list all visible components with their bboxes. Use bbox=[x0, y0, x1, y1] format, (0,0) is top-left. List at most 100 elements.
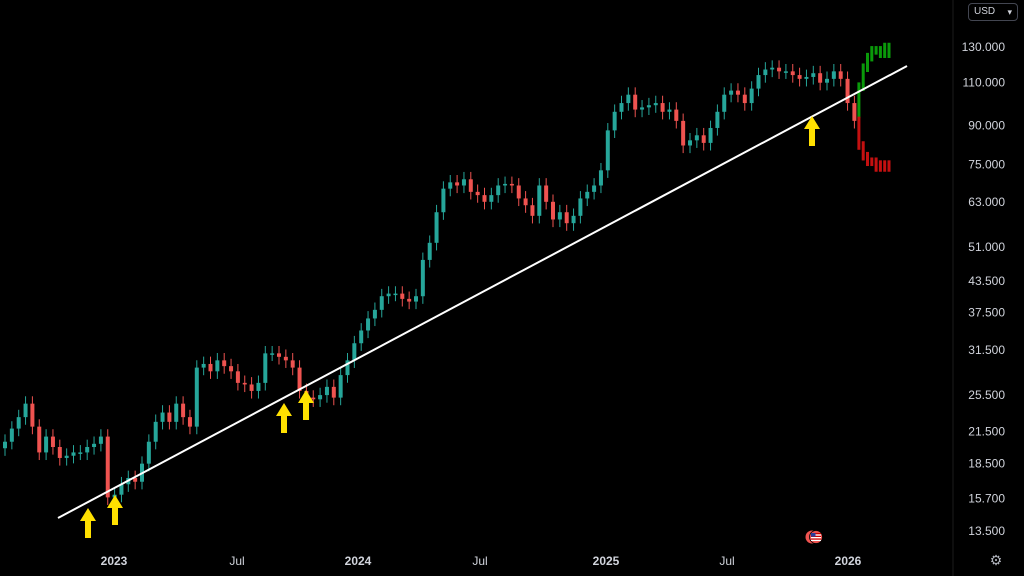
candle bbox=[71, 445, 76, 464]
candle bbox=[777, 60, 782, 79]
candle bbox=[386, 286, 391, 304]
candle bbox=[468, 171, 473, 200]
candle bbox=[619, 95, 624, 120]
candle bbox=[3, 434, 7, 456]
x-tick-label: 2023 bbox=[101, 554, 128, 568]
candle bbox=[222, 353, 227, 374]
candle bbox=[660, 95, 665, 120]
projection-bar bbox=[874, 157, 878, 172]
candle bbox=[845, 71, 850, 111]
candle bbox=[797, 67, 802, 87]
projection-bar bbox=[874, 46, 878, 55]
chevron-down-icon: ▾ bbox=[1007, 7, 1012, 17]
candle bbox=[708, 120, 713, 151]
candle bbox=[729, 83, 734, 103]
candle bbox=[331, 379, 336, 406]
candle bbox=[626, 87, 631, 111]
candle bbox=[229, 358, 234, 379]
candle bbox=[688, 132, 692, 154]
projection-bar bbox=[866, 151, 869, 167]
candle bbox=[133, 470, 138, 490]
candle bbox=[598, 162, 603, 194]
projection-bar bbox=[866, 52, 869, 73]
candle bbox=[85, 439, 90, 461]
y-tick-label: 15.700 bbox=[968, 492, 1005, 506]
candle bbox=[311, 390, 316, 407]
candle bbox=[187, 409, 192, 435]
y-tick-label: 13.500 bbox=[968, 524, 1005, 538]
candle bbox=[681, 113, 686, 154]
candle bbox=[414, 288, 418, 310]
candle bbox=[9, 421, 14, 450]
gear-icon[interactable]: ⚙ bbox=[989, 552, 1003, 568]
x-tick-label: Jul bbox=[472, 554, 487, 568]
candle bbox=[448, 175, 453, 197]
candle bbox=[742, 87, 747, 111]
candle bbox=[489, 187, 494, 210]
candle bbox=[763, 62, 768, 83]
x-tick-label: Jul bbox=[719, 554, 734, 568]
candle bbox=[571, 208, 576, 231]
price-axis: 130.000 110.000 90.000 75.000 63.000 51.000 43… bbox=[962, 40, 1006, 538]
candle bbox=[427, 235, 432, 268]
candle bbox=[345, 353, 350, 383]
candle bbox=[242, 375, 247, 393]
candle bbox=[277, 345, 281, 365]
candle bbox=[783, 63, 788, 79]
candle bbox=[160, 405, 165, 430]
candle bbox=[605, 123, 610, 178]
projection-bar bbox=[883, 160, 887, 172]
candle bbox=[715, 104, 720, 136]
candle bbox=[804, 69, 809, 87]
candle bbox=[215, 353, 220, 379]
candle bbox=[496, 178, 501, 203]
currency-label: USD bbox=[974, 6, 996, 17]
candle bbox=[701, 127, 706, 151]
up-arrow-icon bbox=[80, 508, 96, 538]
candle bbox=[153, 414, 158, 450]
projection-bar bbox=[861, 63, 865, 91]
candle bbox=[434, 204, 439, 251]
candle bbox=[324, 379, 329, 403]
candle bbox=[523, 191, 528, 213]
y-tick-label: 51.000 bbox=[968, 240, 1005, 254]
candle bbox=[694, 127, 699, 148]
candle bbox=[201, 356, 206, 376]
candle bbox=[461, 171, 466, 194]
candle bbox=[564, 204, 569, 231]
candle bbox=[592, 178, 597, 200]
candle bbox=[722, 87, 727, 120]
candle bbox=[174, 396, 179, 430]
candle bbox=[270, 345, 275, 361]
candle bbox=[194, 360, 199, 435]
candle bbox=[400, 286, 405, 307]
us-flag-icon[interactable] bbox=[805, 530, 823, 544]
y-tick-label: 130.000 bbox=[962, 40, 1006, 54]
y-tick-label: 25.500 bbox=[968, 388, 1005, 402]
candle bbox=[557, 204, 562, 228]
candle bbox=[352, 335, 357, 368]
candle bbox=[256, 375, 261, 399]
candle bbox=[30, 396, 35, 435]
x-tick-label: Jul bbox=[229, 554, 244, 568]
currency-selector-button[interactable]: USD ▾ bbox=[968, 3, 1018, 21]
up-arrow-icon bbox=[804, 116, 820, 146]
candle bbox=[235, 363, 240, 391]
projection-bar bbox=[857, 82, 861, 119]
candle bbox=[770, 60, 775, 78]
y-tick-label: 43.500 bbox=[968, 274, 1005, 288]
x-tick-label: 2026 bbox=[835, 554, 862, 568]
candle bbox=[551, 194, 555, 228]
projection-bar bbox=[870, 157, 874, 167]
candle bbox=[653, 95, 658, 113]
y-tick-label: 90.000 bbox=[968, 119, 1005, 133]
candle bbox=[44, 429, 49, 461]
projection-bar bbox=[861, 141, 865, 161]
arrows-layer bbox=[80, 116, 820, 538]
candle bbox=[612, 104, 617, 138]
time-axis: 2023 Jul 2024 Jul 2025 Jul 2026 bbox=[101, 554, 862, 568]
candle bbox=[249, 377, 254, 399]
y-tick-label: 110.000 bbox=[963, 76, 1006, 90]
candle bbox=[372, 302, 377, 327]
